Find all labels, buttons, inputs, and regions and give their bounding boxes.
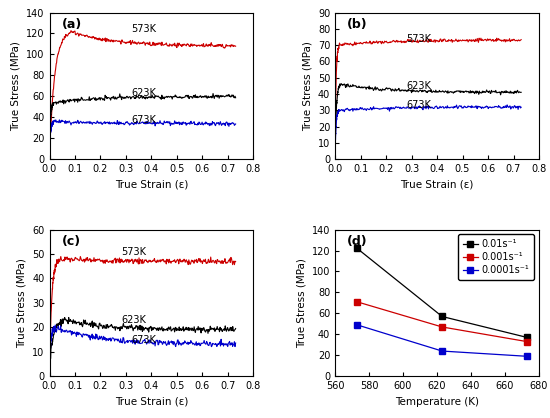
Text: 673K: 673K bbox=[131, 115, 156, 125]
X-axis label: True Strain (ε): True Strain (ε) bbox=[115, 180, 188, 190]
Text: 623K: 623K bbox=[131, 88, 156, 98]
0.001s⁻¹ bbox=[354, 299, 360, 304]
Text: 673K: 673K bbox=[406, 100, 431, 110]
Text: 573K: 573K bbox=[121, 247, 146, 257]
Y-axis label: True Stress (MPa): True Stress (MPa) bbox=[296, 258, 306, 348]
Text: 623K: 623K bbox=[121, 315, 146, 325]
Text: (b): (b) bbox=[347, 18, 368, 31]
Line: 0.001s⁻¹: 0.001s⁻¹ bbox=[354, 299, 530, 344]
Text: 573K: 573K bbox=[406, 33, 431, 43]
0.001s⁻¹ bbox=[524, 339, 530, 344]
Y-axis label: True Stress (MPa): True Stress (MPa) bbox=[16, 258, 27, 348]
Line: 0.01s⁻¹: 0.01s⁻¹ bbox=[354, 246, 530, 340]
Line: 0.0001s⁻¹: 0.0001s⁻¹ bbox=[354, 322, 530, 359]
X-axis label: True Strain (ε): True Strain (ε) bbox=[115, 397, 188, 407]
Text: 673K: 673K bbox=[131, 334, 156, 344]
0.0001s⁻¹ bbox=[524, 354, 530, 359]
0.0001s⁻¹ bbox=[354, 322, 360, 327]
0.01s⁻¹ bbox=[354, 246, 360, 251]
Y-axis label: True Stress (MPa): True Stress (MPa) bbox=[10, 41, 20, 131]
Text: (c): (c) bbox=[62, 235, 81, 248]
Text: (a): (a) bbox=[62, 18, 82, 31]
Text: 573K: 573K bbox=[131, 24, 156, 34]
Text: 623K: 623K bbox=[406, 81, 431, 91]
Y-axis label: True Stress (MPa): True Stress (MPa) bbox=[302, 41, 312, 131]
0.01s⁻¹ bbox=[524, 335, 530, 340]
X-axis label: True Strain (ε): True Strain (ε) bbox=[400, 180, 474, 190]
0.0001s⁻¹ bbox=[439, 349, 446, 354]
0.01s⁻¹ bbox=[439, 314, 446, 319]
X-axis label: Temperature (K): Temperature (K) bbox=[395, 397, 479, 407]
Legend: 0.01s⁻¹, 0.001s⁻¹, 0.0001s⁻¹: 0.01s⁻¹, 0.001s⁻¹, 0.0001s⁻¹ bbox=[458, 234, 534, 280]
0.001s⁻¹ bbox=[439, 324, 446, 329]
Text: (d): (d) bbox=[347, 235, 368, 248]
